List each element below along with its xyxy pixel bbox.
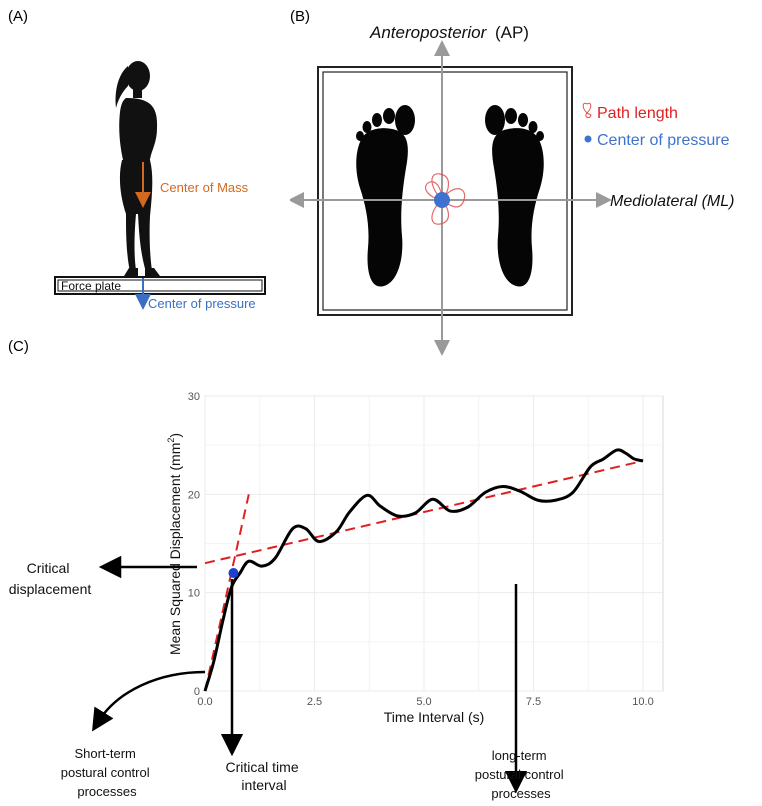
msd-series <box>203 448 644 692</box>
trend-line <box>204 459 644 565</box>
ap-axis-label: Anteroposterior (AP) <box>369 23 529 42</box>
legend-path-length: Path length <box>597 105 678 122</box>
person-silhouette <box>115 61 160 276</box>
cop-legend-icon <box>584 135 592 143</box>
legend: Path length Center of pressure <box>582 102 730 149</box>
trend-lines <box>204 459 644 692</box>
legend-center-of-pressure: Center of pressure <box>597 132 730 149</box>
panel-a: Center of Mass Force plate Center of pre… <box>54 61 266 311</box>
panel-c-chart: 0.0 2.5 5.0 7.5 10.0 0 10 20 30 Time Interval (s… <box>9 391 664 801</box>
center-of-pressure-label: Center of pressure <box>148 296 256 311</box>
y-tick-label: 10 <box>188 588 200 600</box>
trend-line <box>204 494 250 692</box>
x-tick-label: 5.0 <box>416 696 431 708</box>
short-term-label: Short-term postural control processes <box>61 746 154 799</box>
right-foot <box>485 105 544 287</box>
long-term-label: long-term postural control processes <box>475 748 568 801</box>
y-tick-label: 0 <box>194 686 200 698</box>
critical-displacement-label: Critical displacement <box>9 560 92 597</box>
force-plate <box>54 276 266 295</box>
x-tick-label: 2.5 <box>307 696 322 708</box>
panel-b: Anteroposterior (AP) Mediolateral (ML) P… <box>290 23 734 356</box>
force-plate-label: Force plate <box>61 279 121 293</box>
path-length-legend-icon <box>582 102 592 119</box>
x-tick-label: 0.0 <box>197 696 212 708</box>
grid <box>204 395 663 692</box>
critical-time-label: Critical time interval <box>225 759 302 793</box>
left-foot <box>356 105 415 287</box>
y-tick-label: 20 <box>188 489 200 501</box>
critical-point-layer <box>228 568 239 578</box>
axis-ticks: 0.0 2.5 5.0 7.5 10.0 0 10 20 30 <box>188 391 654 708</box>
center-of-pressure-dot <box>434 192 450 208</box>
x-tick-label: 10.0 <box>632 696 653 708</box>
short-term-arrow <box>92 670 206 732</box>
msd-curve <box>203 448 644 692</box>
ml-axis-label: Mediolateral (ML) <box>610 193 734 210</box>
y-tick-label: 30 <box>188 391 200 403</box>
panel-c-label: (C) <box>8 338 29 355</box>
critical-point <box>228 568 239 578</box>
x-axis-label: Time Interval (s) <box>384 709 485 725</box>
y-axis-label: Mean Squared Displacement (mm2) <box>166 433 183 655</box>
center-of-mass-label: Center of Mass <box>160 180 249 195</box>
panel-b-label: (B) <box>290 8 310 25</box>
panel-a-label: (A) <box>8 8 28 25</box>
x-tick-label: 7.5 <box>526 696 541 708</box>
